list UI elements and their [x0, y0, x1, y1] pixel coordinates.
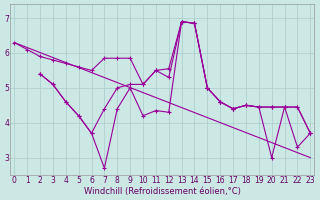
X-axis label: Windchill (Refroidissement éolien,°C): Windchill (Refroidissement éolien,°C) — [84, 187, 241, 196]
